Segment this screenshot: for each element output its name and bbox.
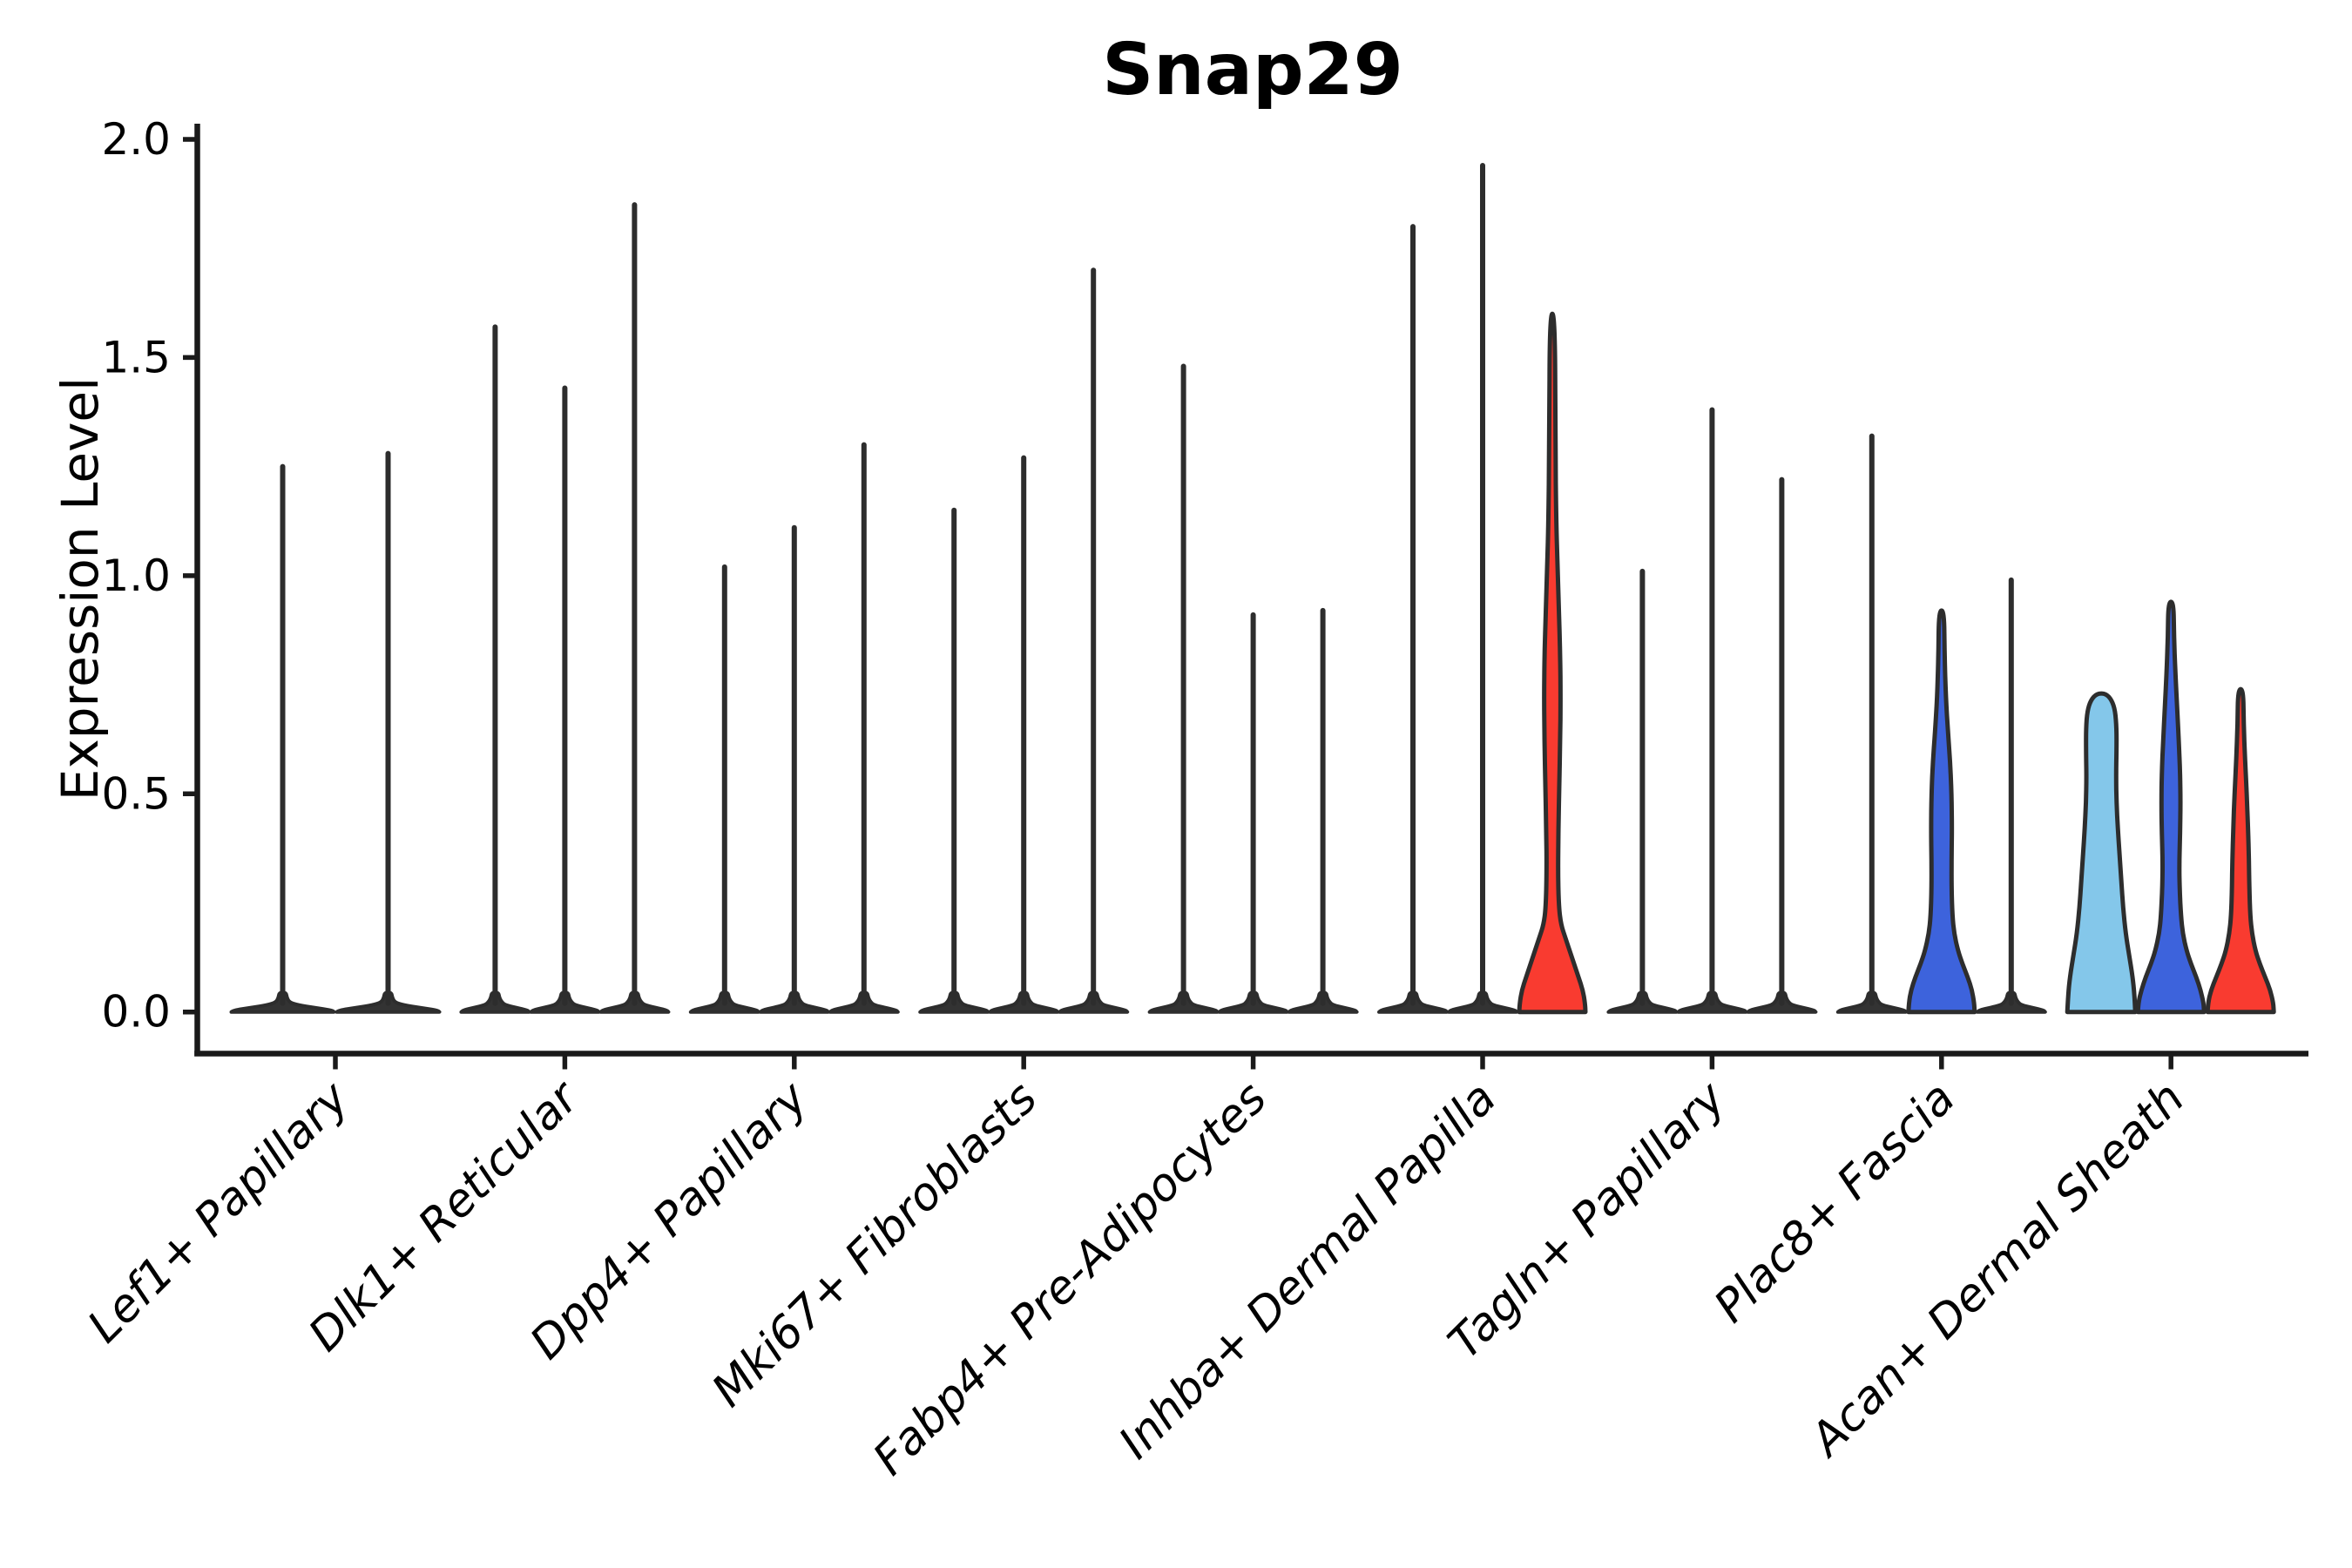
violin-red — [2205, 686, 2276, 1015]
x-tick-label: Inhba+ Dermal Papilla — [1109, 1072, 1506, 1470]
x-tick-label: Plac8+ Fascia — [1705, 1072, 1965, 1333]
x-tick-label: Acan+ Dermal Sheath — [1799, 1072, 2194, 1468]
y-tick-label: 1.0 — [101, 551, 171, 601]
violins-layer — [229, 163, 2276, 1015]
y-axis-label: Expression Level — [51, 377, 110, 801]
violin-red — [1517, 311, 1588, 1015]
violin-blue — [2135, 599, 2207, 1015]
chart-title: Snap29 — [1102, 29, 1403, 112]
y-tick-label: 0.0 — [101, 987, 171, 1037]
violin-light_blue — [2065, 691, 2138, 1015]
x-tick-label: Fabp4+ Pre-Adipocytes — [863, 1072, 1277, 1486]
y-tick-label: 1.5 — [101, 332, 171, 382]
violin-blue — [1906, 608, 1977, 1015]
y-tick-label: 2.0 — [101, 114, 171, 165]
y-tick-label: 0.5 — [101, 768, 171, 819]
